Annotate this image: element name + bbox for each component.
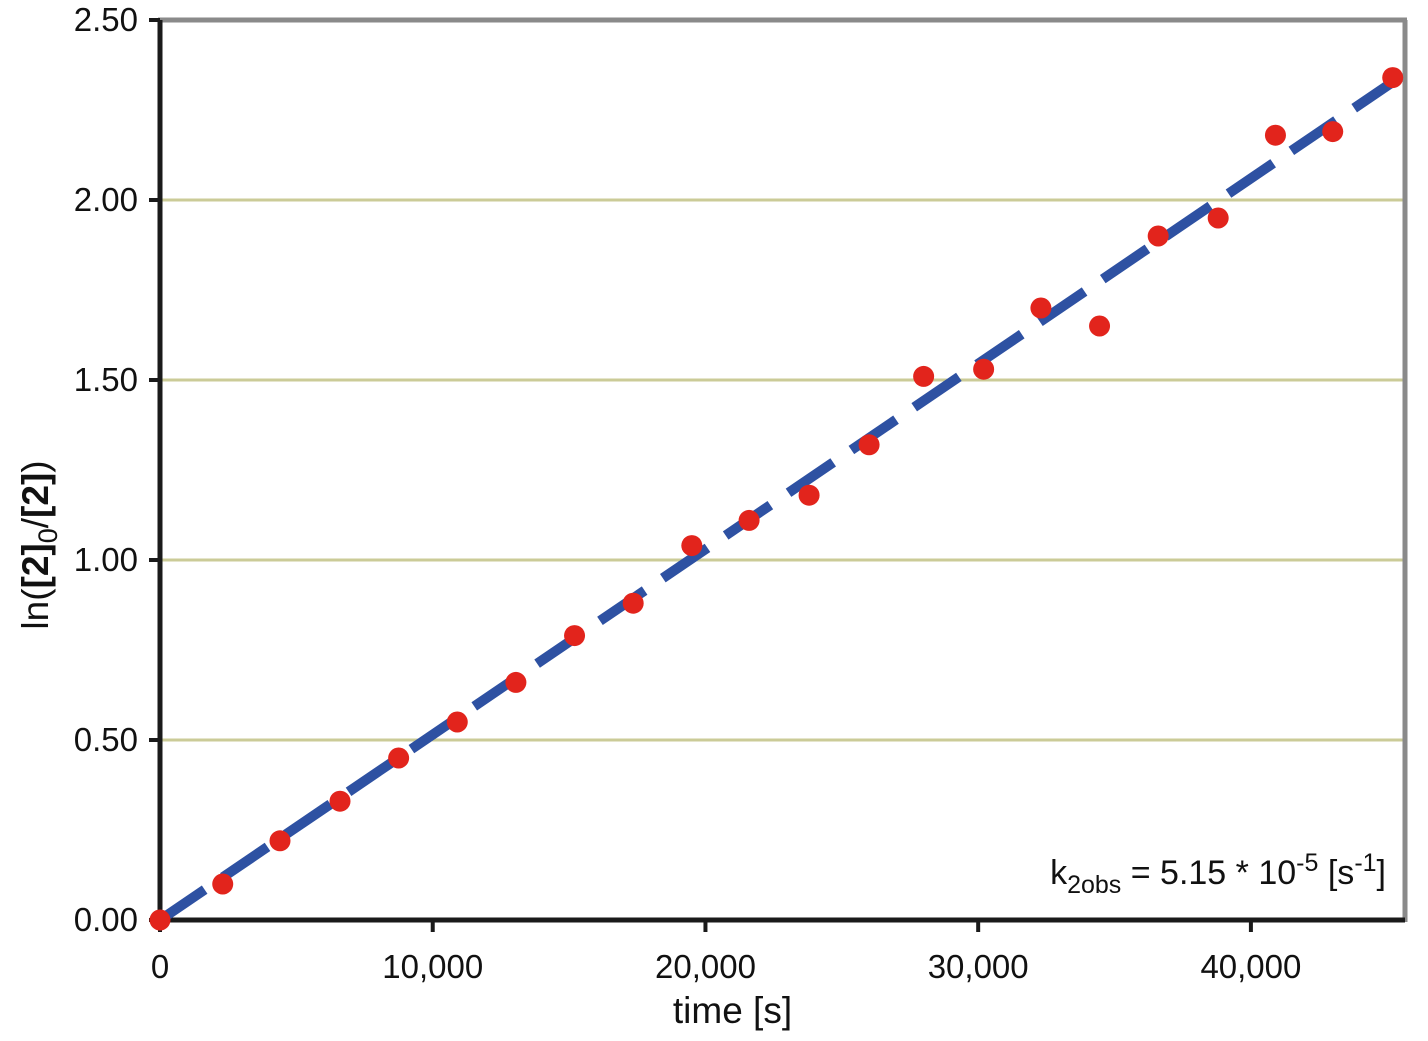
data-point (858, 434, 880, 456)
data-point (505, 671, 527, 693)
data-point (388, 747, 410, 769)
data-point (329, 790, 351, 812)
data-point (269, 830, 291, 852)
y-tick-label: 1.00 (74, 541, 138, 578)
data-point (1382, 67, 1404, 89)
data-point (1030, 297, 1052, 319)
data-point (564, 625, 586, 647)
data-point (446, 711, 468, 733)
gridlines (160, 198, 1405, 742)
data-point (1207, 207, 1229, 229)
axes (149, 18, 1405, 932)
axis-titles: time [s] ln([2]0/[2]) (15, 460, 792, 1031)
x-tick-label: 10,000 (382, 948, 483, 985)
y-tick-label: 1.50 (74, 361, 138, 398)
x-tick-label: 30,000 (928, 948, 1029, 985)
data-point (1264, 124, 1286, 146)
y-tick-label: 2.00 (74, 181, 138, 218)
trend-dashed-line (157, 76, 1399, 925)
rate-constant-annotation: k2obs = 5.15 * 10-5 [s-1] (1050, 849, 1386, 899)
y-tick-label: 0.00 (74, 901, 138, 938)
x-tick-label: 0 (151, 948, 169, 985)
x-tick-label: 40,000 (1200, 948, 1301, 985)
data-point (1089, 315, 1111, 337)
data-point (973, 358, 995, 380)
plot-border (158, 17, 1408, 922)
x-axis-title: time [s] (673, 990, 792, 1031)
x-tick-labels: 0 10,000 20,000 30,000 40,000 (151, 948, 1302, 985)
y-tick-labels: 0.00 0.50 1.00 1.50 2.00 2.50 (74, 1, 138, 938)
data-point (798, 484, 820, 506)
data-point (622, 592, 644, 614)
data-points (149, 67, 1404, 931)
y-axis-title: ln([2]0/[2]) (15, 460, 63, 629)
y-tick-label: 0.50 (74, 721, 138, 758)
trendline (157, 76, 1399, 925)
data-point (1147, 225, 1169, 247)
data-point (212, 873, 234, 895)
data-point (149, 909, 171, 931)
data-point (1322, 121, 1344, 143)
x-tick-label: 20,000 (655, 948, 756, 985)
data-point (738, 509, 760, 531)
rate-constant-text: k2obs = 5.15 * 10-5 [s-1] (1050, 849, 1386, 899)
data-point (681, 535, 703, 557)
y-tick-label: 2.50 (74, 1, 138, 38)
data-point (913, 365, 935, 387)
